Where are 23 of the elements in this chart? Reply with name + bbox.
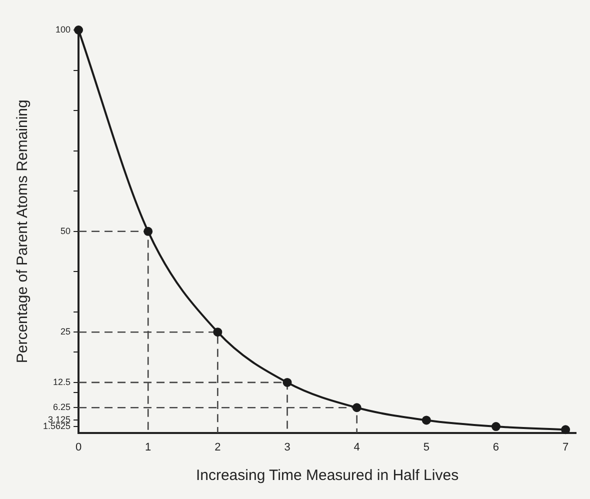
y-tick-label: 100 [55,24,71,34]
x-tick-label: 2 [214,441,221,454]
y-tick-label: 12.5 [52,376,71,387]
y-tick-label: 6.25 [52,402,71,412]
x-tick-label: 4 [354,441,360,454]
point [561,425,570,434]
x-tick-label: 3 [284,441,290,454]
point [282,378,292,387]
x-tick-label: 5 [423,441,430,454]
y-tick-label: 50 [60,226,71,236]
x-axis-title: Increasing Time Measured in Half Lives [196,467,459,484]
point [144,226,153,236]
point [213,328,222,337]
x-tick-label: 6 [492,441,500,454]
point [422,416,431,425]
point [491,422,500,432]
y-axis-title: Percentage of Parent Atoms Remaining [14,100,32,364]
x-tick-label: 7 [562,441,569,454]
point [352,403,362,412]
x-tick-label: 0 [75,441,82,454]
x-tick-label: 1 [145,441,152,454]
y-tick-label: 25 [60,326,71,337]
point [74,26,84,34]
